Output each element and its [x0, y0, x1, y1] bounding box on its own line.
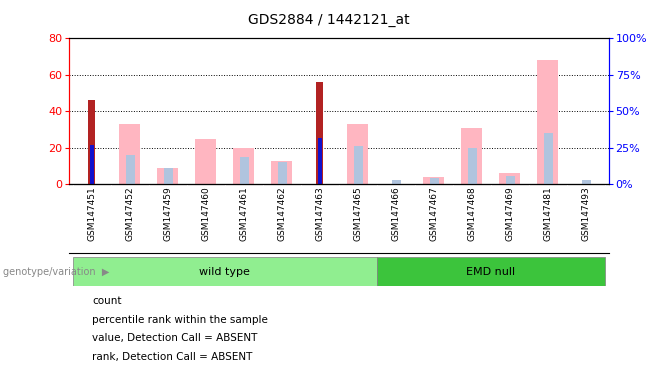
Bar — [157, 168, 178, 184]
Text: EMD null: EMD null — [467, 266, 515, 277]
Text: GSM147468: GSM147468 — [467, 186, 476, 241]
Text: GDS2884 / 1442121_at: GDS2884 / 1442121_at — [248, 13, 410, 27]
Text: percentile rank within the sample: percentile rank within the sample — [92, 315, 268, 325]
Bar — [355, 146, 363, 184]
Bar — [164, 168, 173, 184]
Bar — [347, 124, 368, 184]
Bar — [582, 180, 591, 184]
Bar — [377, 257, 605, 286]
Bar — [120, 124, 140, 184]
Text: GSM147469: GSM147469 — [505, 186, 515, 241]
Bar — [89, 145, 94, 184]
Bar — [240, 157, 249, 184]
Bar — [430, 179, 439, 184]
Bar — [195, 139, 216, 184]
Text: GSM147466: GSM147466 — [392, 186, 400, 241]
Text: GSM147465: GSM147465 — [353, 186, 363, 241]
Text: wild type: wild type — [199, 266, 250, 277]
Text: GSM147481: GSM147481 — [544, 186, 552, 241]
Bar — [507, 175, 515, 184]
Text: GSM147452: GSM147452 — [126, 186, 134, 241]
Bar — [499, 174, 520, 184]
Text: GSM147451: GSM147451 — [88, 186, 96, 241]
Bar — [126, 155, 135, 184]
Text: value, Detection Call = ABSENT: value, Detection Call = ABSENT — [92, 333, 257, 343]
Bar — [278, 162, 287, 184]
Bar — [392, 180, 401, 184]
Bar — [544, 133, 553, 184]
Text: genotype/variation  ▶: genotype/variation ▶ — [3, 266, 110, 277]
Text: GSM147493: GSM147493 — [582, 186, 590, 241]
Text: GSM147467: GSM147467 — [430, 186, 438, 241]
Text: count: count — [92, 296, 122, 306]
Text: GSM147459: GSM147459 — [163, 186, 172, 241]
Text: GSM147463: GSM147463 — [315, 186, 324, 241]
Bar — [271, 161, 292, 184]
Text: GSM147461: GSM147461 — [240, 186, 248, 241]
Bar — [461, 128, 482, 184]
Text: rank, Detection Call = ABSENT: rank, Detection Call = ABSENT — [92, 352, 253, 362]
Bar — [316, 82, 323, 184]
Bar — [423, 177, 444, 184]
Text: GSM147460: GSM147460 — [201, 186, 211, 241]
Bar — [73, 257, 377, 286]
Bar — [538, 60, 558, 184]
Bar — [88, 101, 95, 184]
Bar — [318, 137, 322, 184]
Bar — [468, 148, 477, 184]
Text: GSM147462: GSM147462 — [278, 186, 286, 241]
Bar — [234, 148, 255, 184]
